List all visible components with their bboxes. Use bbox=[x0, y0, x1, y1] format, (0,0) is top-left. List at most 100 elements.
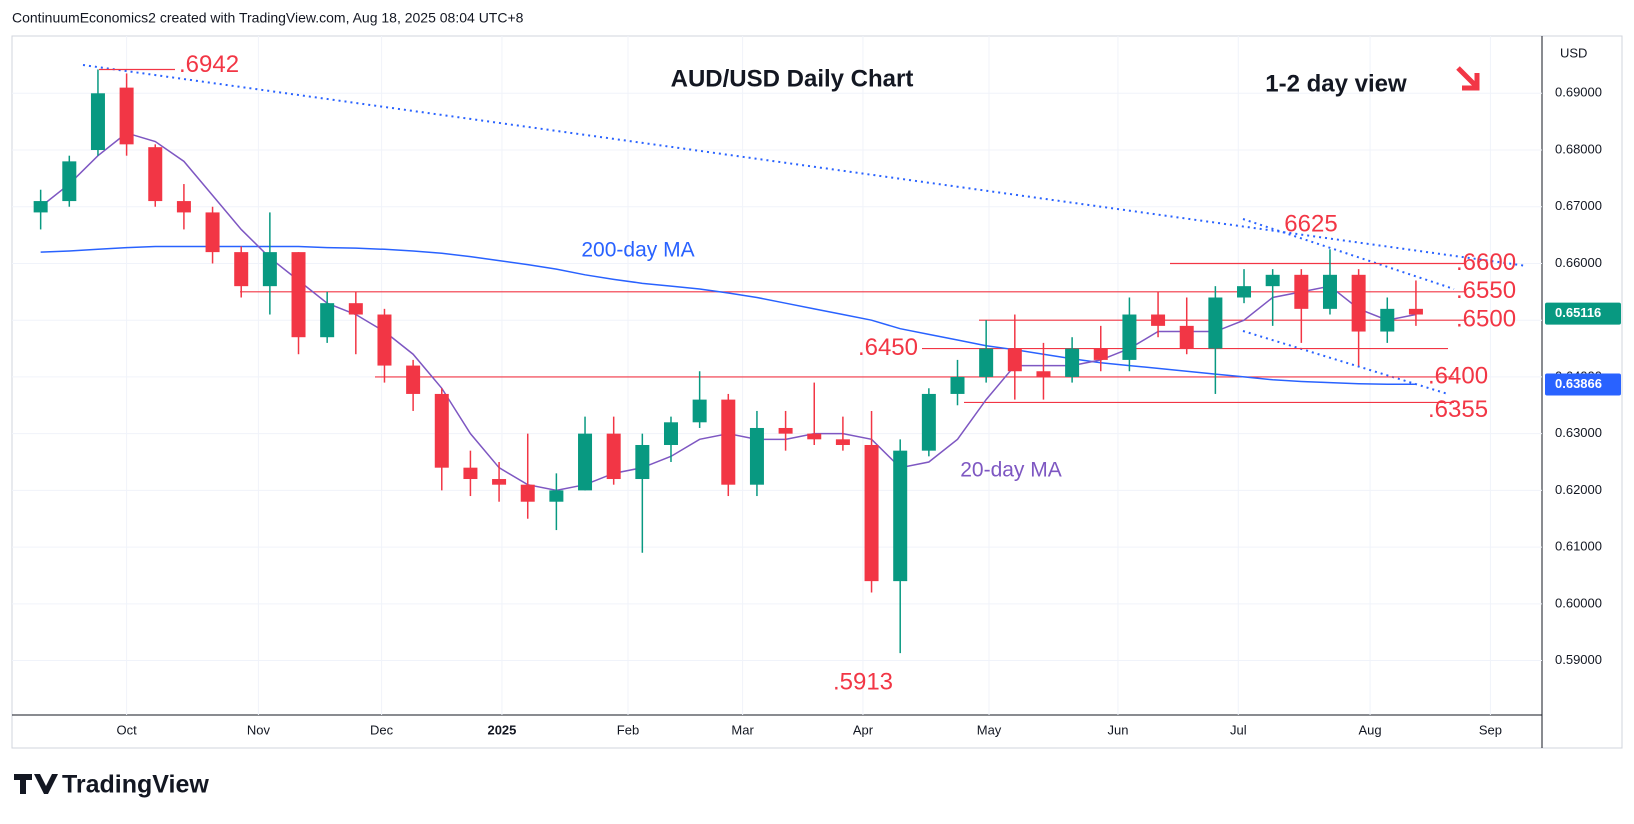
candle-body bbox=[606, 433, 621, 480]
candle-body bbox=[635, 444, 650, 480]
candle-body bbox=[33, 201, 48, 213]
candle-body bbox=[1007, 348, 1022, 372]
level-label: .6942 bbox=[179, 51, 239, 78]
level-label: .6550 bbox=[1456, 277, 1516, 304]
x-tick-label: Dec bbox=[370, 722, 394, 737]
trendlines bbox=[82, 64, 1528, 395]
candle-body bbox=[921, 393, 936, 451]
x-tick-label: May bbox=[977, 722, 1002, 737]
chart-title: AUD/USD Daily Chart bbox=[671, 65, 914, 92]
price-tag-label: 0.65116 bbox=[1555, 305, 1601, 320]
candle-body bbox=[864, 444, 879, 582]
candle-body bbox=[205, 212, 220, 253]
y-tick-label: 0.61000 bbox=[1555, 539, 1602, 554]
level-label: .6355 bbox=[1428, 396, 1488, 423]
candle-body bbox=[1265, 274, 1280, 287]
x-tick-label: Apr bbox=[853, 722, 874, 737]
candle-body bbox=[291, 252, 306, 338]
candle-body bbox=[721, 399, 736, 485]
x-tick-label: Aug bbox=[1359, 722, 1382, 737]
y-tick-label: 0.59000 bbox=[1555, 652, 1602, 667]
y-tick-label: 0.67000 bbox=[1555, 198, 1602, 213]
candle-body bbox=[377, 314, 392, 366]
candle-body bbox=[1065, 348, 1080, 377]
price-tag bbox=[1545, 302, 1621, 325]
y-tick-label: 0.63000 bbox=[1555, 425, 1602, 440]
candle-body bbox=[807, 433, 822, 440]
candle-body bbox=[348, 303, 363, 315]
candle-body bbox=[749, 427, 764, 485]
candle-body bbox=[1351, 274, 1366, 332]
ma-label: 200-day MA bbox=[581, 239, 694, 262]
down-arrow bbox=[1456, 66, 1480, 91]
candle-body bbox=[148, 147, 163, 202]
candle-body bbox=[663, 422, 678, 445]
y-tick-label: 0.66000 bbox=[1555, 255, 1602, 270]
candle-body bbox=[578, 433, 593, 491]
subtitle: 1-2 day view bbox=[1265, 70, 1407, 97]
extreme-label: .5913 bbox=[833, 669, 893, 696]
trendline bbox=[1242, 218, 1455, 290]
logo-mark bbox=[14, 774, 58, 794]
candle-body bbox=[950, 376, 965, 394]
candle-body bbox=[1380, 308, 1395, 332]
level-label: .6450 bbox=[858, 334, 918, 361]
candle-body bbox=[1122, 314, 1137, 360]
candle-body bbox=[979, 348, 994, 377]
currency: USD bbox=[1560, 45, 1587, 60]
price-tag-label: 0.63866 bbox=[1555, 376, 1602, 391]
logo: TradingView bbox=[14, 771, 209, 799]
candle-body bbox=[835, 439, 850, 445]
candle-body bbox=[1179, 325, 1194, 349]
x-tick-label: 2025 bbox=[487, 722, 516, 737]
y-tick-label: 0.62000 bbox=[1555, 482, 1602, 497]
x-tick-label: Feb bbox=[617, 722, 639, 737]
candle-body bbox=[262, 252, 277, 287]
extreme-label: 6625 bbox=[1284, 211, 1337, 238]
candle-body bbox=[893, 450, 908, 582]
candle-body bbox=[492, 479, 507, 485]
candle-body bbox=[434, 393, 449, 468]
grid bbox=[12, 36, 1542, 715]
candle-body bbox=[1322, 274, 1337, 309]
x-tick-label: Mar bbox=[731, 722, 754, 737]
candle-body bbox=[692, 399, 707, 423]
candle-body bbox=[520, 484, 535, 502]
candle-body bbox=[1093, 348, 1108, 360]
candle-body bbox=[463, 467, 478, 480]
candle-body bbox=[320, 303, 335, 338]
candle-body bbox=[1408, 308, 1423, 315]
candle-body bbox=[549, 490, 564, 502]
level-label: .6400 bbox=[1428, 362, 1488, 389]
candle-body bbox=[119, 87, 134, 145]
header: ContinuumEconomics2 created with Trading… bbox=[12, 10, 524, 26]
x-tick-label: Jun bbox=[1107, 722, 1128, 737]
y-tick-label: 0.68000 bbox=[1555, 141, 1602, 156]
candle-body bbox=[778, 427, 793, 434]
logo-text: TradingView bbox=[62, 771, 209, 799]
level-label: .6600 bbox=[1456, 249, 1516, 276]
trendline bbox=[1242, 330, 1449, 395]
candle-body bbox=[1237, 286, 1252, 298]
plot: .6942 .6600.6550.6500 .6450 .6400 .6355 200-d… bbox=[33, 51, 1516, 696]
candle-body bbox=[1294, 274, 1309, 309]
candle-body bbox=[176, 201, 191, 213]
x-tick-label: Jul bbox=[1230, 722, 1247, 737]
x-tick-label: Nov bbox=[247, 722, 271, 737]
candle-body bbox=[90, 93, 105, 151]
candle-body bbox=[406, 365, 421, 394]
candle-body bbox=[234, 252, 249, 287]
level-label: .6500 bbox=[1456, 306, 1516, 333]
price-tag bbox=[1545, 373, 1621, 396]
y-tick-label: 0.69000 bbox=[1555, 85, 1602, 100]
frame bbox=[11, 35, 1623, 749]
y-tick-label: 0.60000 bbox=[1555, 595, 1602, 610]
ma-label: 20-day MA bbox=[960, 459, 1062, 482]
candle-body bbox=[1151, 314, 1166, 326]
candle-body bbox=[1036, 371, 1051, 377]
candle-body bbox=[62, 161, 77, 202]
x-tick-label: Oct bbox=[116, 722, 137, 737]
candle-body bbox=[1208, 297, 1223, 349]
